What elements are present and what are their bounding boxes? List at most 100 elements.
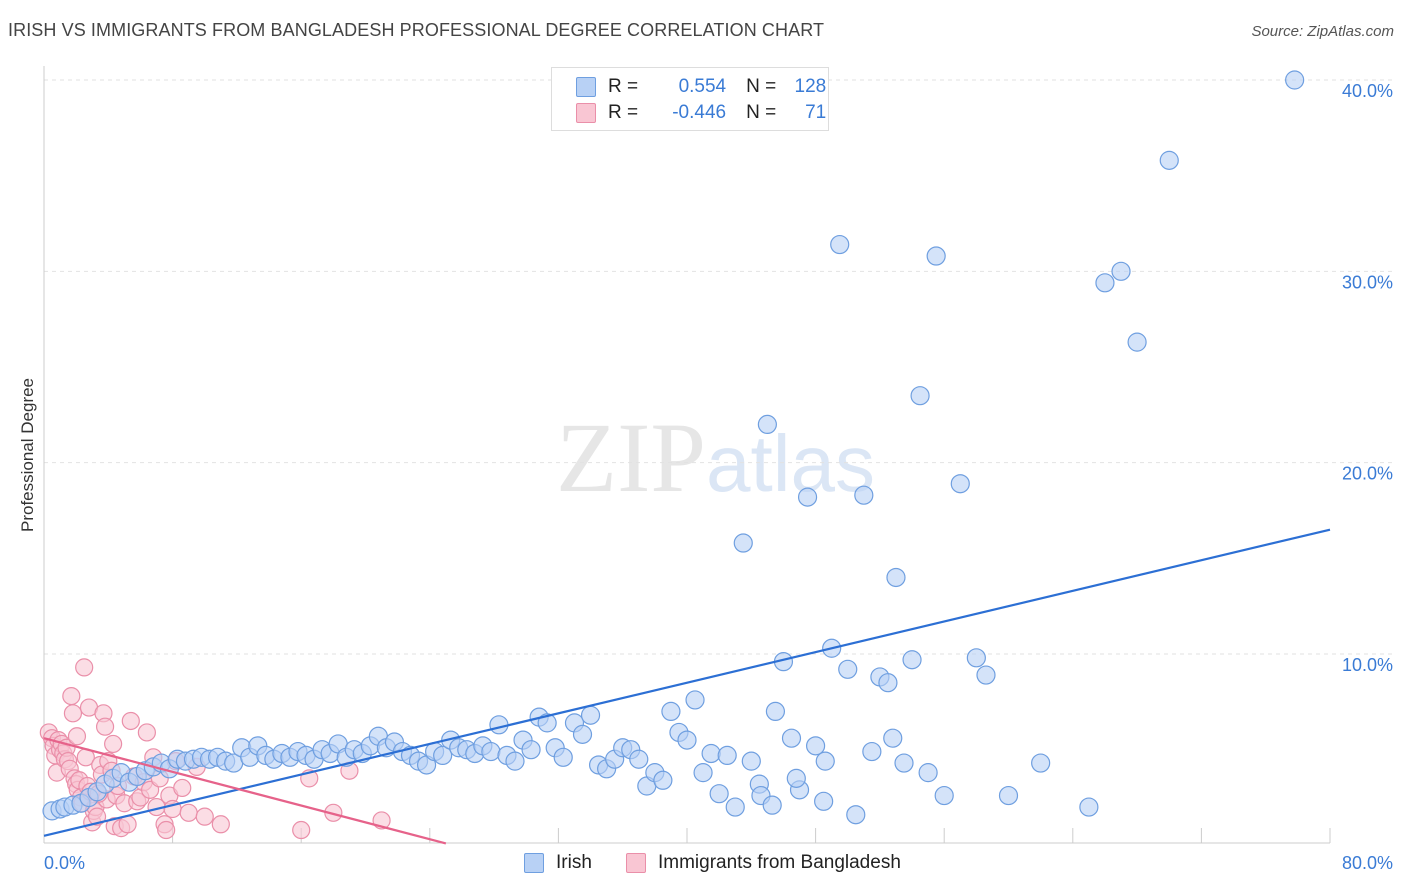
point-bangladesh-14	[63, 704, 83, 723]
legend-row-irish: R = 0.554 N = 128	[576, 74, 826, 100]
watermark: ZIPatlas	[556, 400, 875, 515]
grid	[44, 79, 1395, 655]
legend-swatch-bangladesh	[576, 103, 596, 123]
point-bangladesh-70	[67, 727, 87, 746]
point-irish-109	[918, 763, 938, 783]
point-irish-106	[894, 753, 914, 773]
point-irish-116	[1031, 753, 1051, 773]
point-irish-95	[805, 736, 826, 756]
x-tick-label-max: 80.0%	[1342, 853, 1393, 873]
point-irish-77	[661, 701, 681, 722]
legend-n-label-bangladesh: N =	[746, 102, 777, 123]
point-irish-84	[717, 745, 737, 766]
point-irish-49	[433, 745, 453, 766]
point-bangladesh-44	[121, 711, 140, 731]
tick-labels: 10.0% 20.0% 30.0% 40.0% 0.0% 80.0%	[44, 81, 1393, 873]
legend-n-value-irish: 128	[794, 76, 827, 97]
y-tick-label-30: 30.0%	[1342, 272, 1393, 292]
point-irish-127	[883, 728, 903, 748]
point-irish-113	[966, 648, 986, 668]
series-legend-irish[interactable]: Irish	[524, 852, 592, 874]
point-irish-80	[685, 690, 705, 710]
point-irish-73	[629, 749, 649, 769]
point-bangladesh-55	[157, 820, 176, 840]
point-irish-87	[741, 751, 761, 771]
point-irish-111	[934, 785, 954, 806]
point-irish-110	[926, 246, 946, 266]
source-label: Source: ZipAtlas.com	[1251, 23, 1394, 40]
point-irish-96	[814, 791, 834, 811]
point-irish-105	[886, 567, 906, 588]
point-bangladesh-59	[173, 778, 192, 798]
point-bangladesh-49	[137, 723, 156, 742]
point-irish-67	[580, 705, 601, 725]
point-irish-118	[1095, 273, 1115, 293]
legend-r-value-irish: 0.554	[678, 76, 727, 97]
point-irish-125	[762, 795, 782, 815]
series-legend-swatch-bangladesh	[626, 853, 646, 873]
point-irish-117	[1079, 797, 1099, 817]
point-irish-99	[838, 659, 858, 679]
point-irish-107	[902, 650, 922, 670]
point-bangladesh-29	[87, 807, 107, 826]
point-bangladesh-64	[292, 820, 311, 840]
series-legend: Irish Immigrants from Bangladesh	[0, 852, 1406, 878]
series-legend-label-irish: Irish	[556, 852, 592, 873]
point-irish-98	[830, 234, 850, 255]
point-bangladesh-13	[62, 686, 81, 706]
trendline-bangladesh	[43, 737, 447, 845]
point-irish-120	[1111, 261, 1131, 281]
legend-row-bangladesh: R = -0.446 N = 71	[576, 100, 826, 126]
point-bangladesh-63	[211, 815, 230, 834]
watermark-atlas: atlas	[706, 419, 875, 508]
watermark-zip: ZIP	[556, 402, 706, 513]
series-legend-label-bangladesh: Immigrants from Bangladesh	[658, 852, 901, 873]
point-bangladesh-33	[95, 717, 115, 736]
point-irish-79	[677, 730, 697, 750]
legend-n-label-irish: N =	[746, 76, 777, 97]
series-legend-bangladesh[interactable]: Immigrants from Bangladesh	[626, 852, 901, 874]
x-tick-label-min: 0.0%	[44, 853, 85, 873]
point-irish-104	[878, 673, 898, 693]
point-irish-81	[693, 763, 713, 783]
legend-r-value-bangladesh: -0.446	[672, 102, 727, 123]
point-irish-83	[709, 784, 729, 804]
point-irish-58	[505, 751, 525, 771]
point-irish-122	[1285, 70, 1305, 90]
point-irish-123	[786, 768, 806, 788]
point-irish-101	[854, 485, 874, 505]
legend-r-label-bangladesh: R =	[608, 102, 639, 123]
trendline-irish	[43, 528, 1331, 837]
point-bangladesh-37	[104, 734, 123, 754]
point-irish-86	[733, 533, 753, 553]
legend-r-label-irish: R =	[608, 76, 639, 97]
point-irish-126	[815, 751, 835, 771]
point-irish-64	[553, 747, 573, 767]
y-tick-label-40: 40.0%	[1342, 81, 1393, 101]
series-legend-swatch-irish	[524, 853, 544, 873]
point-irish-100	[846, 805, 866, 825]
legend-swatch-irish	[576, 77, 596, 97]
axes	[43, 66, 1331, 844]
correlation-legend: R = 0.554 N = 128 R = -0.446 N = 71	[551, 67, 829, 131]
point-irish-92	[781, 728, 802, 748]
point-irish-85	[725, 797, 745, 817]
point-irish-90	[765, 701, 786, 722]
point-irish-56	[489, 715, 509, 735]
point-irish-76	[653, 770, 673, 790]
point-irish-114	[976, 665, 996, 685]
point-irish-55	[481, 741, 501, 762]
point-irish-112	[950, 474, 970, 494]
legend-n-value-bangladesh: 71	[805, 102, 827, 123]
point-irish-89	[757, 414, 777, 434]
point-irish-60	[521, 740, 541, 760]
point-irish-94	[797, 487, 818, 507]
point-irish-66	[572, 724, 593, 744]
point-irish-102	[862, 741, 882, 762]
point-irish-121	[1159, 150, 1179, 170]
point-irish-108	[910, 386, 930, 406]
point-irish-115	[998, 785, 1019, 806]
y-tick-label-20: 20.0%	[1342, 464, 1393, 484]
point-bangladesh-21	[75, 658, 94, 677]
